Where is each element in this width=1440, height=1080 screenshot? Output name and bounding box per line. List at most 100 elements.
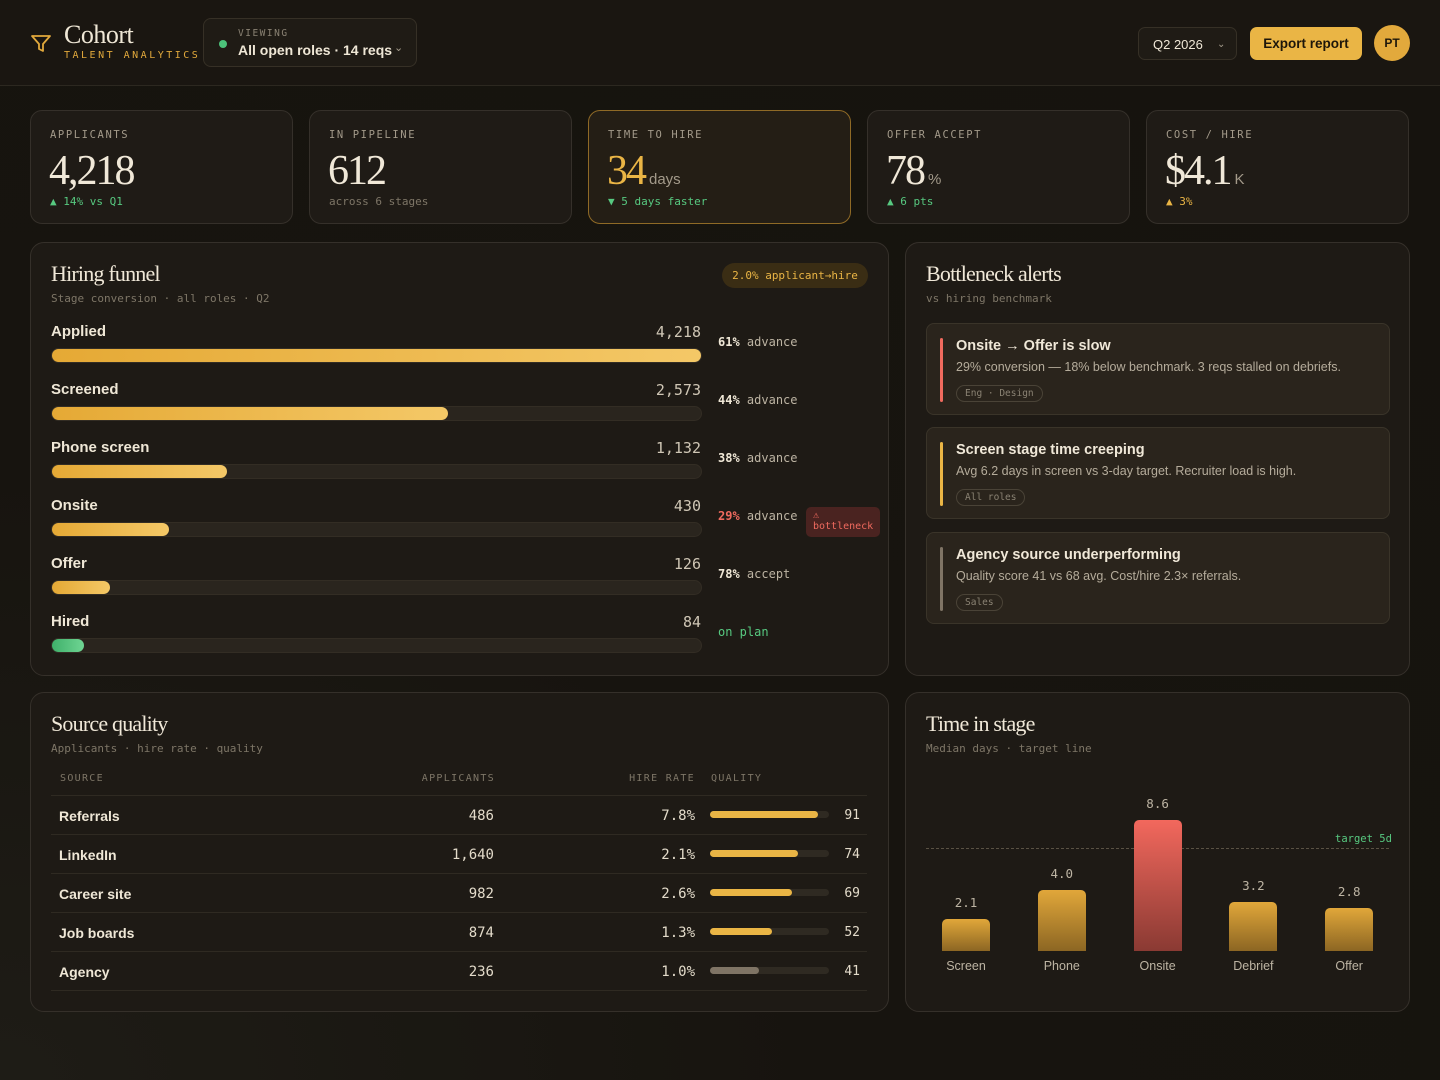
kpi-card-offer-accept[interactable]: OFFER ACCEPT 78% ▲ 6 pts (867, 110, 1130, 224)
chart-bar-offer[interactable] (1325, 908, 1374, 951)
time-in-stage-panel: Time in stage Median days · target line … (905, 692, 1410, 1012)
severity-bar (940, 338, 943, 402)
bar-value-label: 4.0 (1050, 866, 1074, 882)
funnel-stage-row[interactable]: Phone screen 1,132 38% advance (51, 439, 881, 497)
kpi-delta: ▲ 6 pts (887, 195, 934, 208)
stage-bar-track (51, 580, 702, 595)
stage-bar-track (51, 522, 702, 537)
funnel-stage-row[interactable]: Onsite 430 29% advance ⚠ bottleneck (51, 497, 881, 555)
table-row[interactable]: Job boards 874 1.3% 52 (51, 912, 867, 951)
category-label: Phone (1043, 959, 1080, 973)
quality-bar-fill (710, 928, 772, 935)
chart-bar-phone[interactable] (1037, 890, 1086, 951)
table-row[interactable]: Career site 982 2.6% 69 (51, 873, 867, 912)
table-divider (51, 990, 867, 991)
alert-text: Avg 6.2 days in screen vs 3-day target. … (956, 464, 1297, 478)
panel-subtitle: vs hiring benchmark (926, 292, 1052, 305)
category-label: Onsite (1139, 959, 1176, 973)
funnel-stage-row[interactable]: Screened 2,573 44% advance (51, 381, 881, 439)
quarter-selector[interactable]: Q2 2026 ⌄ (1138, 27, 1237, 60)
alert-card[interactable]: Onsite → Offer is slow 29% conversion — … (926, 323, 1390, 415)
conversion-pct: 29% (718, 509, 740, 523)
table-row[interactable]: Referrals 486 7.8% 91 (51, 795, 867, 834)
source-name: Job boards (59, 925, 135, 941)
bottleneck-flag: ⚠ bottleneck (806, 507, 880, 537)
kpi-card-cost-per-hire[interactable]: COST / HIRE $4.1 K ▲ 3% (1146, 110, 1409, 224)
table-row[interactable]: Agency 236 1.0% 41 (51, 951, 867, 990)
source-name: Referrals (59, 808, 120, 824)
severity-bar (940, 547, 943, 611)
column-header-hire-rate[interactable]: HIRE RATE (629, 773, 695, 784)
kpi-delta: ▲ 3% (1166, 195, 1193, 208)
source-quality-panel: Source quality Applicants · hire rate · … (30, 692, 889, 1012)
applicants-count: 982 (468, 886, 494, 902)
chart-bar-onsite[interactable] (1133, 820, 1182, 951)
column-header-quality[interactable]: QUALITY (711, 773, 763, 784)
kpi-card-time-to-hire[interactable]: TIME TO HIRE 34 days ▼ 5 days faster (588, 110, 851, 224)
kpi-card-applicants[interactable]: APPLICANTS 4,218 ▲ 14% vs Q1 (30, 110, 293, 224)
chart-bar-debrief[interactable] (1229, 902, 1278, 951)
kpi-unit: K (1234, 171, 1245, 188)
quality-score: 74 (844, 847, 860, 862)
app-title: Cohort (64, 20, 134, 49)
quarter-value: Q2 2026 (1153, 37, 1203, 52)
stage-count: 2,573 (655, 381, 701, 399)
funnel-stage-row[interactable]: Offer 126 78% accept (51, 555, 881, 613)
chart-title: Time in stage (926, 711, 1035, 736)
stage-bar-track (51, 348, 702, 363)
kpi-value: 34 days (607, 147, 681, 195)
kpi-label: COST / HIRE (1166, 129, 1254, 141)
alert-card[interactable]: Screen stage time creeping Avg 6.2 days … (926, 427, 1390, 519)
kpi-label: IN PIPELINE (329, 129, 417, 141)
column-header-applicants[interactable]: APPLICANTS (421, 773, 495, 784)
hire-rate: 2.1% (661, 847, 695, 863)
alert-text: 29% conversion — 18% below benchmark. 3 … (956, 360, 1341, 374)
kpi-card-in-pipeline[interactable]: IN PIPELINE 612 across 6 stages (309, 110, 572, 224)
kpi-number: 34 (607, 148, 647, 194)
hire-rate: 1.3% (661, 925, 695, 941)
kpi-number: 4,218 (49, 148, 135, 194)
kpi-label: APPLICANTS (50, 129, 130, 141)
kpi-value: 78% (886, 147, 941, 195)
quality-score: 41 (844, 964, 860, 979)
hire-rate: 7.8% (661, 808, 695, 824)
category-label: Debrief (1233, 959, 1274, 973)
alert-title: Agency source underperforming (956, 547, 1181, 563)
conversion-pct: 38% (718, 451, 740, 465)
funnel-stage-row[interactable]: Applied 4,218 61% advance (51, 323, 881, 381)
stage-bar-fill (52, 581, 111, 594)
stage-name: Phone screen (51, 439, 150, 456)
user-avatar[interactable]: PT (1374, 25, 1410, 61)
conversion-word: advance (746, 335, 798, 349)
panel-subtitle: Applicants · hire rate · quality (51, 742, 263, 755)
quality-bar-track (710, 928, 829, 935)
column-header-source[interactable]: SOURCE (60, 773, 104, 784)
conversion-badge: 2.0% applicant→hire (722, 263, 868, 288)
alert-tag: Eng · Design (956, 385, 1043, 402)
stage-name: Hired (51, 613, 90, 630)
viewing-label: VIEWING (238, 28, 289, 39)
viewing-selector[interactable]: VIEWING All open roles · 14 reqs ⌄ (203, 18, 417, 67)
chart-bar-screen[interactable] (942, 919, 990, 951)
alert-card[interactable]: Agency source underperforming Quality sc… (926, 532, 1390, 624)
table-row[interactable]: LinkedIn 1,640 2.1% 74 (51, 834, 867, 873)
stage-conversion: 38% advance (718, 451, 798, 465)
quality-bar-fill (710, 811, 819, 818)
quality-bar-track (710, 811, 829, 818)
funnel-stage-row[interactable]: Hired 84 on plan (51, 613, 881, 671)
kpi-number: $4.1 (1165, 148, 1232, 194)
stage-bar-track (51, 406, 702, 421)
conversion-word: advance (746, 509, 798, 523)
kpi-value: $4.1 K (1165, 147, 1245, 195)
conversion-pct: 44% (718, 393, 740, 407)
panel-subtitle: Stage conversion · all roles · Q2 (51, 292, 270, 305)
conversion-word: advance (746, 393, 798, 407)
hire-rate: 2.6% (661, 886, 695, 902)
stage-count: 126 (673, 555, 701, 573)
stage-bar-fill (52, 407, 448, 420)
stage-bar-fill (52, 465, 228, 478)
stage-bar-fill (52, 349, 701, 362)
alert-tag: Sales (956, 594, 1003, 611)
export-report-button[interactable]: Export report (1250, 27, 1362, 60)
stage-count: 84 (682, 613, 701, 631)
